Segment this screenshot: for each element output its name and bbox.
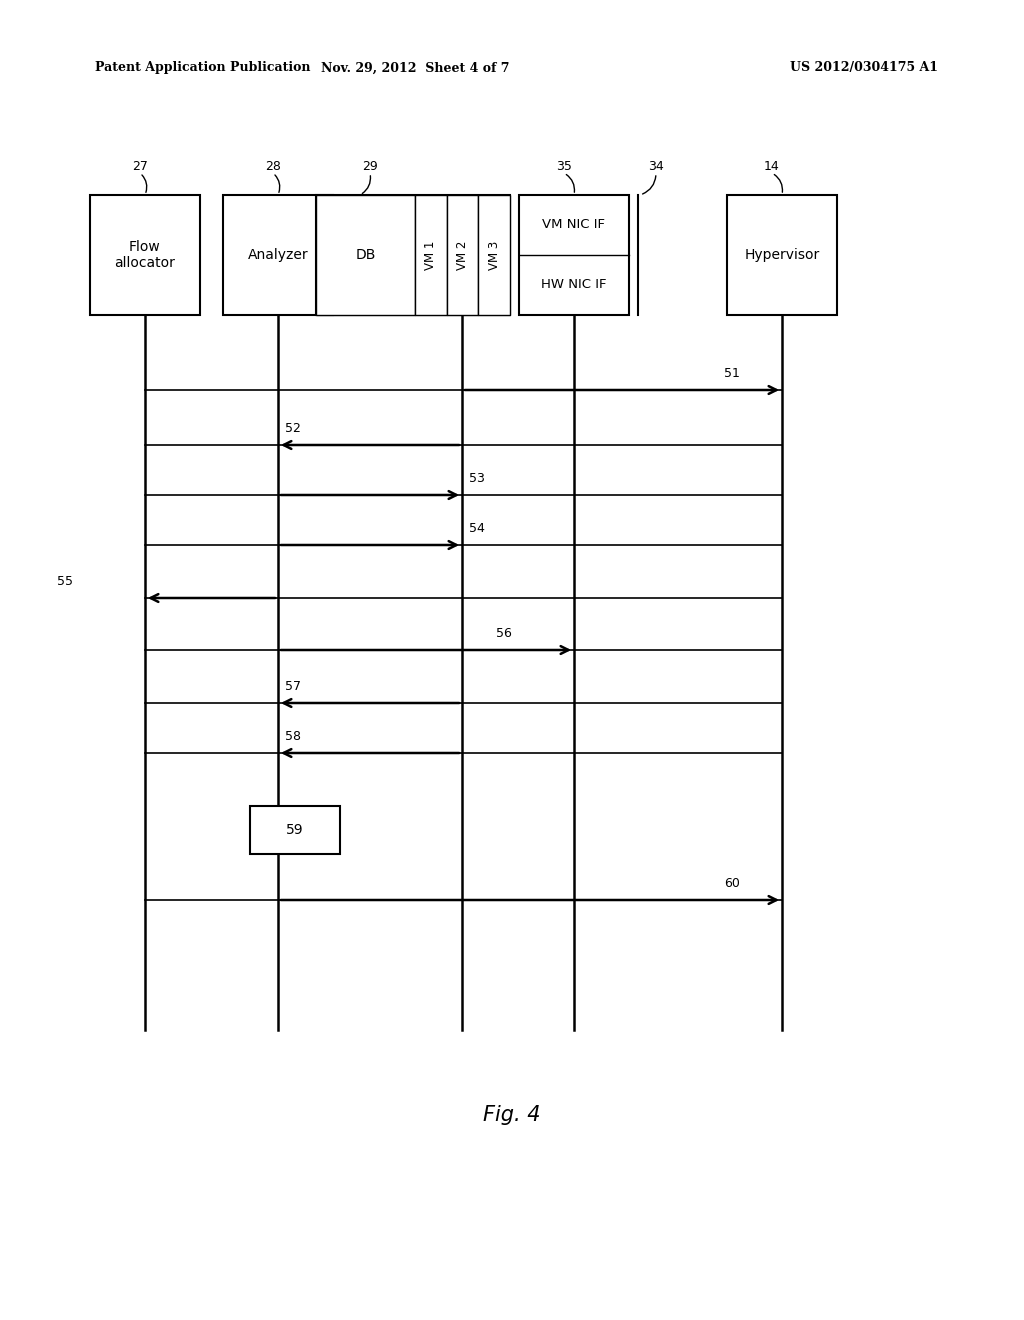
Text: VM NIC IF: VM NIC IF	[543, 219, 605, 231]
Text: 52: 52	[285, 422, 301, 436]
Text: 35: 35	[556, 161, 572, 173]
Text: Patent Application Publication: Patent Application Publication	[95, 62, 310, 74]
Text: Analyzer: Analyzer	[248, 248, 308, 261]
Text: Hypervisor: Hypervisor	[744, 248, 819, 261]
Text: 58: 58	[285, 730, 301, 743]
Bar	[90, 195, 200, 315]
Bar	[223, 195, 333, 315]
Bar	[446, 195, 478, 315]
Text: 60: 60	[724, 876, 740, 890]
Text: 34: 34	[648, 161, 664, 173]
Bar	[727, 195, 837, 315]
Text: Flow
allocator: Flow allocator	[115, 240, 175, 271]
Text: VM 2: VM 2	[456, 240, 469, 269]
Text: Nov. 29, 2012  Sheet 4 of 7: Nov. 29, 2012 Sheet 4 of 7	[321, 62, 509, 74]
Text: HW NIC IF: HW NIC IF	[542, 279, 607, 292]
Bar	[316, 195, 510, 315]
Text: VM 3: VM 3	[487, 240, 501, 269]
Bar	[478, 195, 510, 315]
Text: US 2012/0304175 A1: US 2012/0304175 A1	[790, 62, 938, 74]
Text: 28: 28	[265, 161, 281, 173]
Bar	[519, 195, 629, 315]
Text: 55: 55	[57, 576, 73, 587]
Text: 29: 29	[362, 161, 378, 173]
Text: 14: 14	[764, 161, 780, 173]
Text: 54: 54	[469, 521, 485, 535]
Text: 53: 53	[469, 473, 485, 484]
Bar	[250, 807, 340, 854]
Text: Fig. 4: Fig. 4	[483, 1105, 541, 1125]
Text: VM 1: VM 1	[424, 240, 437, 269]
Text: 27: 27	[132, 161, 147, 173]
Text: 59: 59	[286, 822, 304, 837]
Text: 57: 57	[285, 680, 301, 693]
Text: 51: 51	[724, 367, 740, 380]
Text: DB: DB	[355, 248, 376, 261]
Text: 56: 56	[496, 627, 512, 640]
Bar	[415, 195, 446, 315]
Bar	[316, 195, 415, 315]
